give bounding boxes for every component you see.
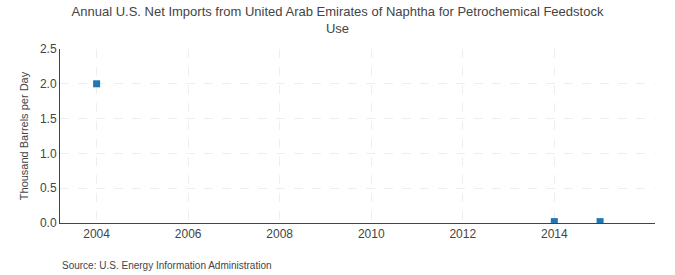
- svg-text:2014: 2014: [541, 227, 568, 241]
- svg-text:2006: 2006: [175, 227, 202, 241]
- svg-text:2004: 2004: [83, 227, 110, 241]
- svg-text:2.0: 2.0: [40, 77, 57, 91]
- svg-text:Annual U.S. Net Imports from U: Annual U.S. Net Imports from United Arab…: [72, 4, 604, 36]
- svg-text:2008: 2008: [266, 227, 293, 241]
- svg-text:2010: 2010: [358, 227, 385, 241]
- svg-text:0.0: 0.0: [40, 216, 57, 230]
- svg-text:1.0: 1.0: [40, 147, 57, 161]
- svg-text:2.5: 2.5: [40, 42, 57, 56]
- svg-text:Source: U.S. Energy Informatio: Source: U.S. Energy Information Administ…: [62, 260, 272, 271]
- svg-text:1.5: 1.5: [40, 112, 57, 126]
- svg-text:2012: 2012: [449, 227, 476, 241]
- svg-text:0.5: 0.5: [40, 181, 57, 195]
- svg-text:Thousand Barrels per Day: Thousand Barrels per Day: [18, 71, 30, 200]
